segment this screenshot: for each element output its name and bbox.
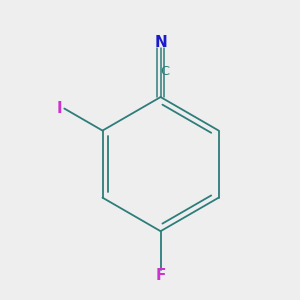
Text: C: C xyxy=(160,65,169,78)
Text: I: I xyxy=(57,101,63,116)
Text: N: N xyxy=(154,35,167,50)
Text: F: F xyxy=(155,268,166,283)
